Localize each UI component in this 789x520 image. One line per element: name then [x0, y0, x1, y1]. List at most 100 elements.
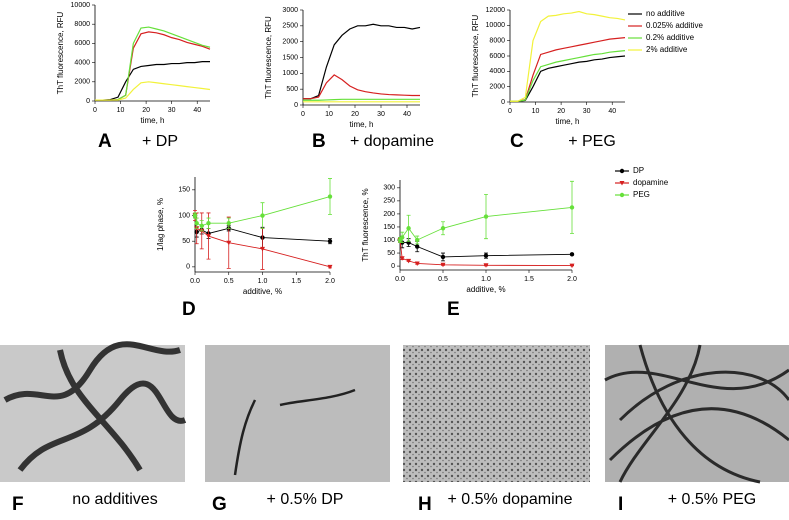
point: [226, 240, 232, 246]
y-tick-label: 12000: [486, 7, 506, 14]
y-tick-label: 100: [383, 237, 395, 244]
panel-label: G: [212, 494, 227, 515]
y-tick-label: 8000: [489, 38, 505, 45]
x-tick-label: 0.0: [395, 276, 405, 283]
x-tick-label: 2.0: [325, 278, 335, 285]
panel-caption: + 0.5% dopamine: [448, 491, 573, 508]
legend-label: 0.2% additive: [646, 33, 695, 42]
y-tick-label: 1500: [282, 54, 298, 61]
y-tick-label: 0: [391, 263, 395, 270]
point: [440, 262, 446, 268]
x-tick-label: 10: [532, 108, 540, 115]
x-tick-label: 2.0: [567, 276, 577, 283]
panel-caption: + DP: [142, 133, 178, 150]
panel-label: A: [98, 131, 112, 152]
point: [199, 223, 204, 228]
legend-label: no additive: [646, 9, 685, 18]
x-tick-label: 10: [325, 111, 333, 118]
y-tick-label: 0: [294, 102, 298, 109]
y-tick-label: 8000: [74, 21, 90, 28]
y-axis-label: ThT fluorescence, %: [361, 188, 370, 261]
legend-label: PEG: [633, 190, 650, 199]
point: [415, 244, 420, 249]
series-line: [95, 81, 211, 101]
micrograph-i: [605, 345, 789, 482]
panel-caption: + PEG: [568, 133, 616, 150]
y-tick-label: 200: [383, 211, 395, 218]
series-line: [303, 98, 420, 101]
micrographs: [0, 341, 789, 484]
legend-label: 2% additive: [646, 45, 688, 54]
fibril-network: [3, 341, 187, 472]
panel-caption: + 0.5% DP: [267, 491, 344, 508]
point: [483, 253, 489, 258]
y-tick-label: 10000: [71, 2, 91, 9]
point: [415, 237, 420, 243]
x-axis-label: additive, %: [466, 285, 505, 294]
x-tick-label: 40: [193, 107, 201, 114]
x-axis-label: time, h: [140, 116, 164, 125]
y-tick-label: 150: [178, 187, 190, 194]
panel-label: H: [418, 494, 432, 515]
x-tick-label: 40: [403, 111, 411, 118]
series-line: [303, 23, 421, 100]
point: [327, 194, 333, 199]
x-tick-label: 1.0: [258, 278, 268, 285]
x-axis-label: time, h: [349, 120, 373, 129]
x-tick-label: 20: [351, 111, 359, 118]
y-tick-label: 0: [86, 98, 90, 105]
series-line: [95, 61, 210, 101]
panel-label: B: [312, 131, 326, 152]
point: [569, 205, 575, 210]
y-tick-label: 1000: [282, 70, 298, 77]
micrograph-g: [205, 345, 390, 482]
x-axis-label: additive, %: [243, 287, 282, 296]
micrograph-h: [403, 345, 590, 482]
series-line: [510, 37, 626, 102]
point: [327, 238, 333, 244]
y-tick-label: 4000: [74, 59, 90, 66]
point: [194, 221, 199, 226]
series-line: [95, 26, 211, 101]
series-line: [510, 50, 626, 102]
x-tick-label: 1.5: [524, 276, 534, 283]
point: [414, 261, 420, 266]
panel-label: I: [618, 494, 623, 515]
y-tick-label: 4000: [489, 68, 505, 75]
series-line: [510, 10, 626, 102]
y-tick-label: 2000: [282, 39, 298, 46]
y-tick-label: 2500: [282, 23, 298, 30]
y-tick-label: 0: [501, 99, 505, 106]
panel-caption: + 0.5% PEG: [668, 491, 757, 508]
legend-marker: [619, 181, 625, 186]
point: [206, 221, 211, 226]
point: [327, 264, 333, 270]
legend-label: DP: [633, 166, 644, 175]
point: [226, 221, 231, 226]
x-tick-label: 0.5: [438, 276, 448, 283]
x-tick-label: 0: [508, 108, 512, 115]
point: [206, 234, 211, 239]
x-tick-label: 0.0: [190, 278, 200, 285]
panel-label: F: [12, 494, 24, 515]
point: [192, 213, 198, 218]
y-tick-label: 6000: [74, 40, 90, 47]
fibril: [233, 388, 356, 476]
y-tick-label: 300: [383, 185, 395, 192]
y-tick-label: 500: [286, 86, 298, 93]
x-tick-label: 0.5: [224, 278, 234, 285]
point: [440, 254, 446, 260]
point: [260, 213, 265, 218]
point: [406, 226, 411, 231]
legend-label: dopamine: [633, 178, 669, 187]
x-tick-label: 30: [583, 108, 591, 115]
y-tick-label: 2000: [489, 84, 505, 91]
y-axis-label: 1/lag phase, %: [156, 198, 165, 251]
point: [483, 214, 489, 219]
x-axis-label: time, h: [555, 117, 579, 126]
x-tick-label: 0: [301, 111, 305, 118]
panel-label: D: [182, 299, 196, 320]
point: [569, 252, 575, 257]
y-tick-label: 50: [182, 238, 190, 245]
